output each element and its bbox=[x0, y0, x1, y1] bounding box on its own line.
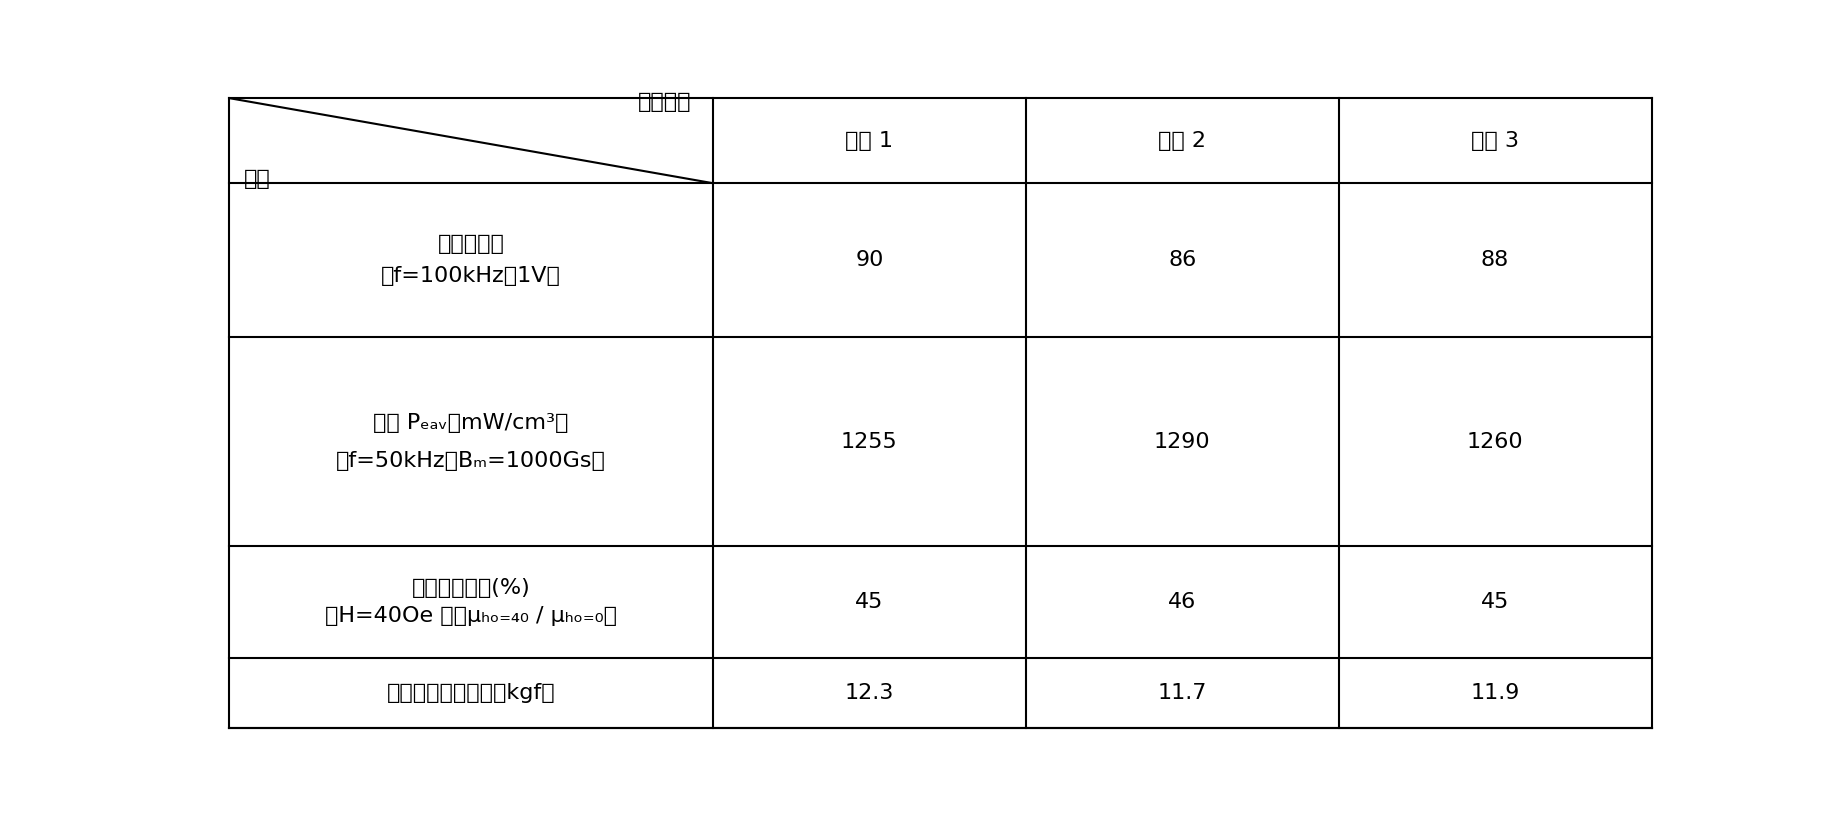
Text: 鐵损 Pₑₐᵥ（mW/cm³）: 鐵损 Pₑₐᵥ（mW/cm³） bbox=[374, 413, 569, 433]
Text: 性能: 性能 bbox=[244, 169, 270, 190]
Text: 样品编号: 样品编号 bbox=[639, 92, 692, 112]
Text: 磁环径向抗拉强度（kgf）: 磁环径向抗拉强度（kgf） bbox=[387, 683, 556, 703]
Text: 1260: 1260 bbox=[1466, 432, 1523, 452]
Text: 45: 45 bbox=[1481, 592, 1508, 613]
Text: 1255: 1255 bbox=[840, 432, 897, 452]
Text: 86: 86 bbox=[1169, 250, 1196, 270]
Text: 11.7: 11.7 bbox=[1158, 683, 1207, 703]
Text: 45: 45 bbox=[855, 592, 883, 613]
Text: 样品 2: 样品 2 bbox=[1158, 131, 1206, 151]
Text: 样品 3: 样品 3 bbox=[1472, 131, 1519, 151]
Text: 46: 46 bbox=[1169, 592, 1196, 613]
Text: （f=100kHz，1V）: （f=100kHz，1V） bbox=[382, 266, 562, 285]
Text: 90: 90 bbox=[855, 250, 883, 270]
Text: 直流偏磁特性(%): 直流偏磁特性(%) bbox=[411, 578, 530, 598]
Text: 1290: 1290 bbox=[1154, 432, 1211, 452]
Text: 88: 88 bbox=[1481, 250, 1508, 270]
Text: 12.3: 12.3 bbox=[844, 683, 894, 703]
Text: 有效磁导率: 有效磁导率 bbox=[439, 234, 505, 254]
Text: （H=40Oe 时，μₕₒ₌₄₀ / μₕₒ₌₀）: （H=40Oe 时，μₕₒ₌₄₀ / μₕₒ₌₀） bbox=[325, 606, 617, 627]
Text: 样品 1: 样品 1 bbox=[846, 131, 894, 151]
Text: 11.9: 11.9 bbox=[1470, 683, 1519, 703]
Text: （f=50kHz、Bₘ=1000Gs）: （f=50kHz、Bₘ=1000Gs） bbox=[336, 451, 606, 470]
